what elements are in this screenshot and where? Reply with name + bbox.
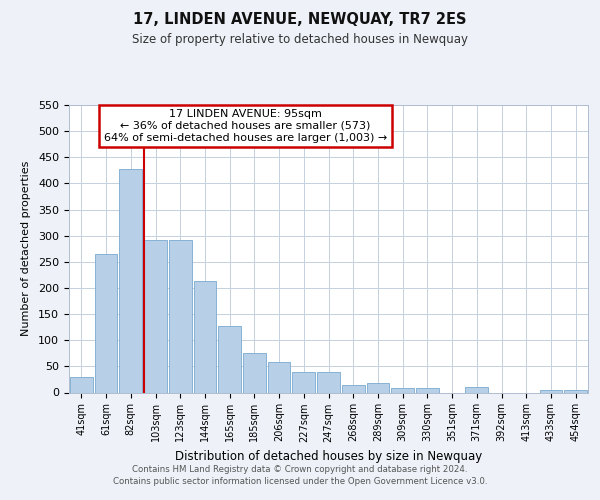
Bar (119, 169, 142, 392)
Bar (169, 240, 191, 392)
Bar (218, 326, 241, 392)
Bar (194, 280, 216, 392)
Bar (95, 254, 118, 392)
Y-axis label: Number of detached properties: Number of detached properties (21, 161, 31, 336)
Bar (342, 384, 365, 392)
Bar (243, 353, 266, 393)
Bar (268, 362, 290, 392)
Text: Contains HM Land Registry data © Crown copyright and database right 2024.: Contains HM Land Registry data © Crown c… (132, 465, 468, 474)
Bar (539, 390, 562, 392)
Bar (292, 372, 315, 392)
Bar (416, 388, 439, 392)
Text: Contains public sector information licensed under the Open Government Licence v3: Contains public sector information licen… (113, 477, 487, 486)
Bar (317, 372, 340, 392)
Text: 17, LINDEN AVENUE, NEWQUAY, TR7 2ES: 17, LINDEN AVENUE, NEWQUAY, TR7 2ES (133, 12, 467, 28)
Bar (367, 383, 389, 392)
Text: 17 LINDEN AVENUE: 95sqm  
← 36% of detached houses are smaller (573)
64% of semi: 17 LINDEN AVENUE: 95sqm ← 36% of detache… (104, 110, 387, 142)
Bar (70, 377, 93, 392)
Text: Size of property relative to detached houses in Newquay: Size of property relative to detached ho… (132, 32, 468, 46)
Bar (466, 388, 488, 392)
Bar (144, 240, 167, 392)
Bar (391, 388, 414, 392)
Bar (564, 390, 587, 392)
X-axis label: Distribution of detached houses by size in Newquay: Distribution of detached houses by size … (175, 450, 482, 463)
